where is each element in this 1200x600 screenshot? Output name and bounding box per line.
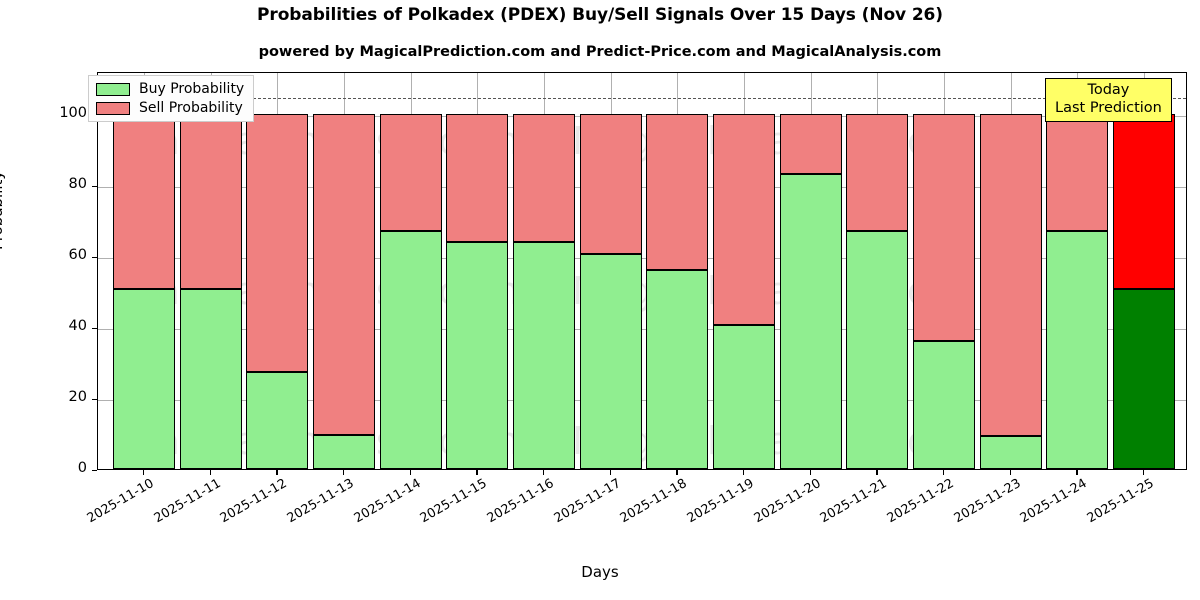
gridline-horizontal (98, 328, 1186, 330)
bar-segment-buy[interactable] (246, 371, 309, 469)
gridline-horizontal (98, 257, 1186, 259)
chart-title: Probabilities of Polkadex (PDEX) Buy/Sel… (257, 5, 943, 25)
y-tick-label: 80 (68, 175, 87, 192)
reference-line (98, 97, 1186, 99)
y-tick-label: 0 (77, 460, 87, 476)
bar-group[interactable] (246, 73, 309, 469)
bar-segment-buy[interactable] (379, 230, 442, 469)
bar-group[interactable] (1046, 73, 1109, 469)
y-tick-label: 100 (59, 104, 87, 121)
legend: Buy Probability Sell Probability (88, 75, 255, 122)
gridline-horizontal (98, 186, 1186, 188)
y-tick-label: 20 (68, 388, 87, 405)
chart-subtitle: powered by MagicalPrediction.com and Pre… (258, 44, 942, 60)
x-tick-mark (543, 470, 545, 475)
legend-label-buy: Buy Probability (139, 81, 245, 97)
legend-swatch-sell-icon (96, 101, 130, 115)
y-tick-mark (92, 256, 97, 258)
x-tick-mark (609, 470, 611, 475)
bar-segment-buy[interactable] (179, 288, 242, 469)
bar-segment-sell[interactable] (179, 113, 242, 289)
bar-group[interactable] (1112, 73, 1176, 469)
bar-segment-buy[interactable] (1046, 230, 1109, 469)
bar-group[interactable] (379, 73, 442, 469)
bar-segment-buy[interactable] (712, 324, 776, 469)
legend-swatch-buy-icon (96, 82, 130, 96)
x-tick-mark (209, 470, 211, 475)
bar-segment-sell[interactable] (446, 113, 509, 242)
x-tick-mark (1076, 470, 1078, 475)
bar-group[interactable] (512, 73, 576, 469)
x-tick-mark (1009, 470, 1011, 475)
bar-group[interactable] (579, 73, 642, 469)
bar-segment-buy[interactable] (579, 254, 642, 469)
y-tick-mark (92, 470, 97, 472)
today-annotation-line2: Last Prediction (1055, 99, 1162, 116)
bar-group[interactable] (646, 73, 709, 469)
today-annotation-line1: Today (1087, 82, 1130, 98)
bar-segment-buy[interactable] (446, 241, 509, 469)
bar-segment-sell[interactable] (979, 113, 1042, 436)
bar-segment-sell[interactable] (379, 113, 442, 231)
bar-group[interactable] (979, 73, 1042, 469)
bar-segment-buy[interactable] (846, 230, 909, 469)
today-annotation: Today Last Prediction (1045, 78, 1172, 123)
bar-segment-sell[interactable] (712, 113, 776, 325)
bar-segment-buy[interactable] (1112, 288, 1176, 469)
bar-segment-sell[interactable] (312, 113, 376, 435)
bar-segment-sell[interactable] (1046, 113, 1109, 231)
x-tick-mark (409, 470, 411, 475)
bar-segment-buy[interactable] (979, 435, 1042, 469)
legend-item-buy: Buy Probability (96, 81, 244, 97)
y-tick-mark (92, 398, 97, 401)
x-tick-mark (743, 470, 745, 475)
bar-segment-buy[interactable] (646, 270, 709, 469)
bar-segment-buy[interactable] (112, 288, 176, 469)
bar-segment-sell[interactable] (112, 113, 176, 289)
bar-segment-sell[interactable] (646, 113, 709, 270)
bar-group[interactable] (112, 73, 176, 469)
bar-segment-buy[interactable] (512, 241, 576, 469)
bar-segment-sell[interactable] (779, 113, 842, 175)
x-tick-mark (676, 470, 678, 475)
bar-group[interactable] (712, 73, 776, 469)
bar-group[interactable] (912, 73, 976, 469)
y-tick-mark (92, 185, 97, 187)
bar-segment-sell[interactable] (912, 113, 976, 342)
x-tick-mark (476, 470, 478, 475)
x-tick-mark (943, 470, 945, 475)
bar-group[interactable] (312, 73, 376, 469)
x-axis-label: Days (581, 563, 619, 581)
bar-group[interactable] (846, 73, 909, 469)
bar-segment-sell[interactable] (579, 113, 642, 255)
legend-item-sell: Sell Probability (96, 100, 244, 116)
plot-canvas: MagicalAnalysis.com MagicalAnalysis.com … (98, 73, 1186, 469)
bar-group[interactable] (446, 73, 509, 469)
x-tick-mark (876, 470, 878, 475)
y-tick-label: 40 (68, 317, 87, 334)
bar-segment-buy[interactable] (779, 174, 842, 469)
gridline-horizontal (98, 115, 1186, 117)
x-tick-mark (809, 470, 811, 475)
bar-segment-buy[interactable] (912, 341, 976, 469)
bar-group[interactable] (179, 73, 242, 469)
bar-group[interactable] (779, 73, 842, 469)
x-tick-mark (343, 470, 345, 475)
gridline-horizontal (98, 399, 1186, 401)
bar-segment-sell[interactable] (1112, 113, 1176, 289)
x-tick-mark (1143, 470, 1145, 475)
x-tick-mark (143, 470, 145, 475)
bar-segment-buy[interactable] (312, 434, 376, 469)
x-tick-mark (276, 470, 278, 475)
bar-segment-sell[interactable] (512, 113, 576, 242)
plot-area: MagicalAnalysis.com MagicalAnalysis.com … (97, 72, 1187, 470)
y-tick-label: 60 (68, 246, 87, 263)
legend-label-sell: Sell Probability (139, 100, 243, 116)
y-tick-mark (92, 327, 97, 330)
bar-segment-sell[interactable] (246, 113, 309, 372)
bar-segment-sell[interactable] (846, 113, 909, 231)
